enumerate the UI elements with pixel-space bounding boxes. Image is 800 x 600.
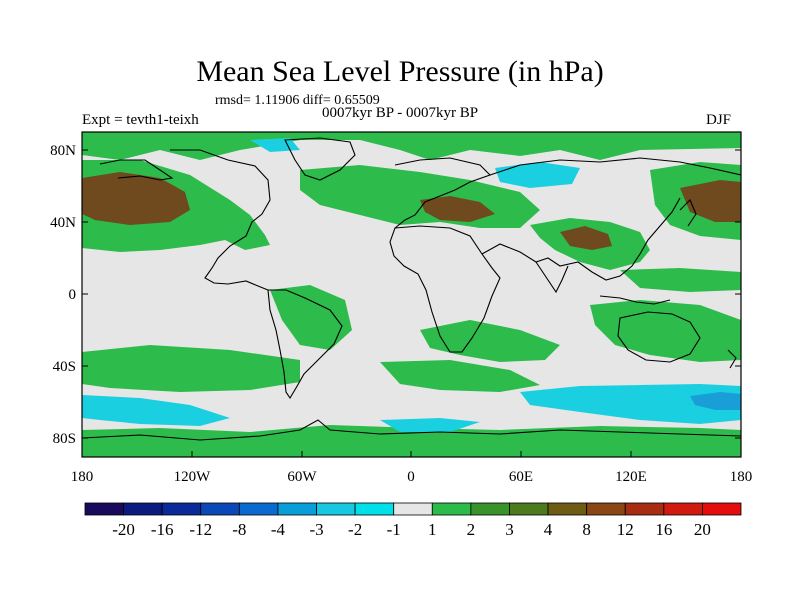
colorbar-swatch xyxy=(663,502,703,516)
coast-europe xyxy=(394,157,492,229)
y-label-0: 0 xyxy=(69,287,77,303)
season-label: DJF xyxy=(706,112,732,128)
coast-australia xyxy=(617,311,701,363)
colorbar-label: 12 xyxy=(617,520,634,539)
coast-indonesia xyxy=(599,295,671,305)
colorbar-label: -16 xyxy=(151,520,174,539)
coast-africa xyxy=(389,225,501,353)
colorbar-label: -12 xyxy=(189,520,212,539)
stats-line: rmsd= 1.11906 diff= 0.65509 xyxy=(215,93,380,108)
y-label-40n: 40N xyxy=(50,215,76,231)
colorbar-swatch xyxy=(200,502,240,516)
colorbar-label: 2 xyxy=(467,520,476,539)
axis-ticks xyxy=(81,149,742,457)
colorbar-swatch xyxy=(547,502,588,516)
colorbar-swatch xyxy=(431,502,472,516)
colorbar-label: -4 xyxy=(271,520,286,539)
coast-greenland xyxy=(284,137,356,181)
x-label-60e: 60E xyxy=(509,469,533,485)
region-antarctic-green xyxy=(82,425,741,457)
colorbar-label: 8 xyxy=(582,520,591,539)
region-australia-green xyxy=(590,300,741,362)
coast-asia-south xyxy=(481,197,681,281)
colorbar-swatch xyxy=(354,502,395,516)
colorbar-swatch xyxy=(393,502,433,516)
x-label-180w: 180 xyxy=(71,469,94,485)
colorbar-label: 1 xyxy=(428,520,437,539)
colorbar-swatch xyxy=(586,502,626,516)
colorbar-label: -1 xyxy=(387,520,401,539)
region-soc-east-cyan xyxy=(520,384,741,424)
region-namerica-brown xyxy=(82,172,190,225)
colorbar-swatch xyxy=(624,502,665,516)
colorbar: -20 -16 -12 -8 -4 -3 -2 -1 1 2 3 4 8 12 16 20 xyxy=(84,502,742,539)
colorbar-swatch xyxy=(123,502,163,516)
colorbar-label: 16 xyxy=(655,520,672,539)
coast-antarctica xyxy=(82,419,741,441)
region-wpacific-green xyxy=(620,268,741,292)
region-antarctic-cyan xyxy=(380,418,480,432)
region-arctic-cyan xyxy=(495,162,580,188)
colorbar-swatch xyxy=(470,502,510,516)
coast-new-zealand xyxy=(727,349,737,369)
region-soc-west-cyan xyxy=(82,395,230,426)
y-label-80s: 80S xyxy=(53,431,76,447)
colorbar-swatch xyxy=(277,502,317,516)
coast-india xyxy=(535,261,569,294)
region-europe-brown xyxy=(420,196,495,222)
field-overlay xyxy=(82,132,741,457)
map-title: Mean Sea Level Pressure (in hPa) xyxy=(196,55,604,88)
coast-alaska xyxy=(99,159,174,181)
experiment-label: Expt = tevth1-teixh xyxy=(82,112,199,128)
colorbar-swatch xyxy=(509,502,549,516)
colorbar-swatch xyxy=(84,502,124,516)
colorbar-label: -3 xyxy=(309,520,323,539)
region-asia-brown xyxy=(560,226,612,250)
x-label-0: 0 xyxy=(407,469,415,485)
colorbar-swatch xyxy=(238,502,279,516)
x-label-120e: 120E xyxy=(615,469,647,485)
region-north-green xyxy=(82,132,741,160)
colorbar-swatch xyxy=(702,502,742,516)
region-soc-east-blue xyxy=(690,392,741,410)
y-label-80n: 80N xyxy=(50,143,76,159)
x-label-60w: 60W xyxy=(287,469,317,485)
x-label-120w: 120W xyxy=(174,469,212,485)
y-label-40s: 40S xyxy=(53,359,76,375)
colorbar-swatch xyxy=(161,502,202,516)
coast-north-america xyxy=(170,149,271,291)
region-greenland-cyan xyxy=(250,138,300,152)
colorbar-label: -20 xyxy=(112,520,135,539)
x-label-180e: 180 xyxy=(730,469,753,485)
period-label: 0007kyr BP - 0007kyr BP xyxy=(322,105,479,121)
coast-japan xyxy=(679,199,697,227)
colorbar-label: 20 xyxy=(694,520,711,539)
coastlines xyxy=(82,137,741,441)
region-soc-africa-green xyxy=(380,360,540,392)
coast-south-america xyxy=(267,289,343,400)
colorbar-label: -8 xyxy=(232,520,246,539)
colorbar-label: 4 xyxy=(544,520,553,539)
colorbar-swatch xyxy=(316,502,356,516)
coast-asia-north xyxy=(489,157,741,176)
region-samerica-green xyxy=(270,285,352,350)
colorbar-label: 3 xyxy=(505,520,514,539)
region-soc-west-green xyxy=(82,345,300,392)
colorbar-label: -2 xyxy=(348,520,362,539)
